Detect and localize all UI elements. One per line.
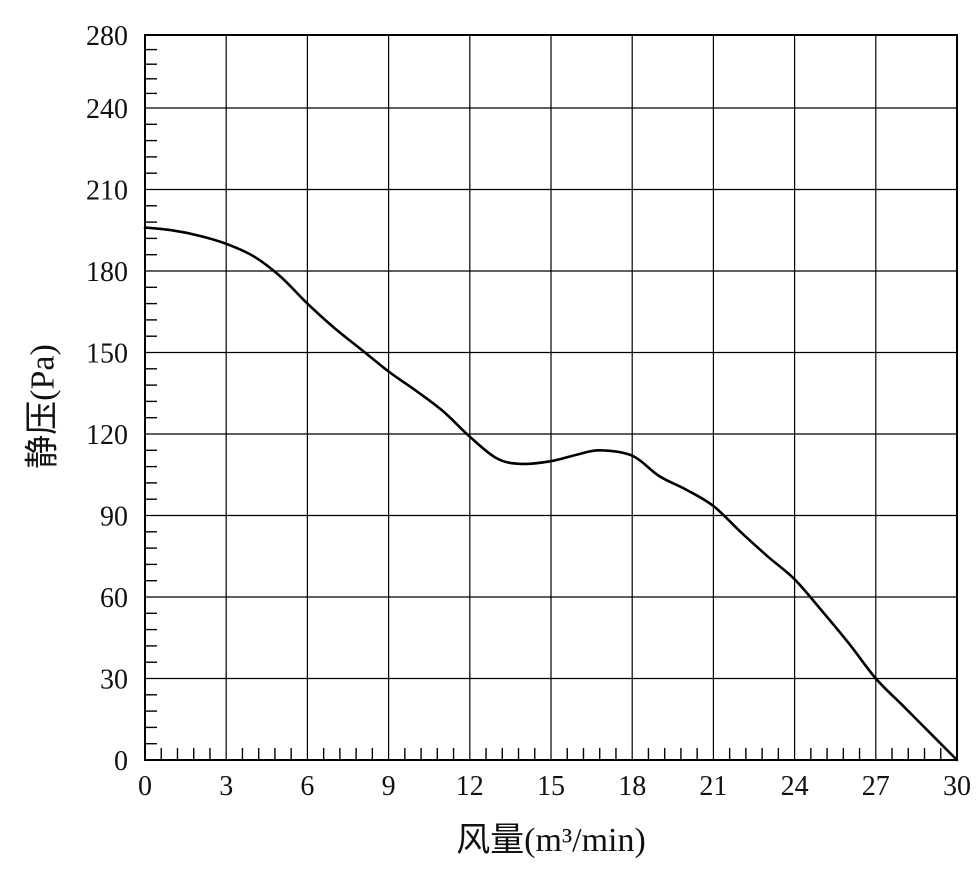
y-tick-label: 60: [100, 583, 128, 614]
plot-border: [144, 34, 958, 761]
y-tick-label: 210: [86, 176, 128, 207]
minor-ticks: [145, 48, 942, 760]
y-tick-label: 180: [86, 257, 128, 288]
x-tick-label: 0: [138, 771, 152, 802]
static-pressure-curve: [143, 226, 959, 762]
y-tick-label: 30: [100, 665, 128, 696]
tick-labels: 0 3 6 9 12 15 18 21 24 27 30 0 30 60 90 120 150 180 210 240…: [86, 21, 971, 802]
y-tick-label: 150: [86, 339, 128, 370]
y-tick-label: 0: [114, 746, 128, 777]
x-tick-label: 30: [943, 771, 971, 802]
x-tick-label: 3: [219, 771, 233, 802]
y-max-tick-label: 280: [86, 21, 128, 52]
x-tick-label: 21: [699, 771, 727, 802]
x-tick-label: 18: [618, 771, 646, 802]
y-tick-label: 120: [86, 420, 128, 451]
grid-lines: [145, 35, 957, 760]
x-tick-label: 12: [456, 771, 484, 802]
x-tick-label: 6: [300, 771, 314, 802]
y-axis-title: 静压(Pa): [24, 344, 62, 469]
y-tick-label: 90: [100, 502, 128, 533]
x-tick-label: 27: [862, 771, 890, 802]
x-axis-title: 风量(m³/min): [456, 822, 646, 859]
x-tick-label: 15: [537, 771, 565, 802]
y-tick-label: 240: [86, 94, 128, 125]
x-tick-label: 24: [781, 771, 809, 802]
x-tick-label: 9: [382, 771, 396, 802]
